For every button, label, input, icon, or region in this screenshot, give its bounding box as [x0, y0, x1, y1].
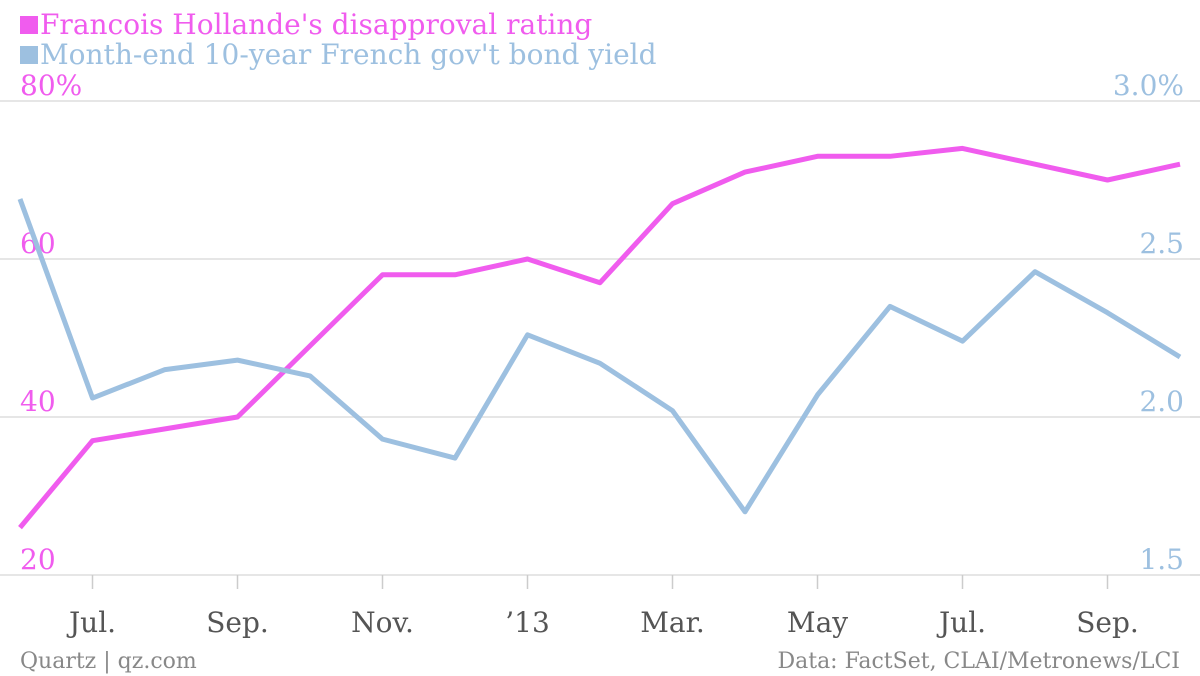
x-tick-label: Sep. — [206, 606, 269, 639]
series-line — [18, 145, 1181, 530]
x-tick-label: Sep. — [1076, 606, 1139, 639]
y-tick-label: 20 — [20, 543, 56, 576]
x-tick-label: Mar. — [640, 606, 705, 639]
x-tick-label: ’13 — [505, 606, 550, 639]
legend-label: Month-end 10-year French gov't bond yiel… — [40, 38, 657, 71]
y-tick-label: 40 — [20, 385, 56, 418]
y2-tick-label: 1.5 — [1139, 543, 1184, 576]
y2-tick-label: 3.0% — [1113, 69, 1184, 102]
x-tick-label: Jul. — [936, 606, 986, 639]
legend-swatch — [20, 46, 38, 64]
credit: Quartz | qz.com — [20, 649, 197, 674]
x-tick-label: May — [787, 606, 848, 639]
legend-label: Francois Hollande's disapproval rating — [40, 8, 592, 41]
y2-tick-label: 2.5 — [1139, 227, 1184, 260]
x-tick-label: Nov. — [351, 606, 414, 639]
legend-swatch — [20, 16, 38, 34]
series-line — [17, 198, 1182, 515]
y-tick-label: 80% — [20, 69, 82, 102]
source: Data: FactSet, CLAI/Metronews/LCI — [777, 649, 1180, 674]
x-tick-label: Jul. — [66, 606, 116, 639]
y2-tick-label: 2.0 — [1139, 385, 1184, 418]
